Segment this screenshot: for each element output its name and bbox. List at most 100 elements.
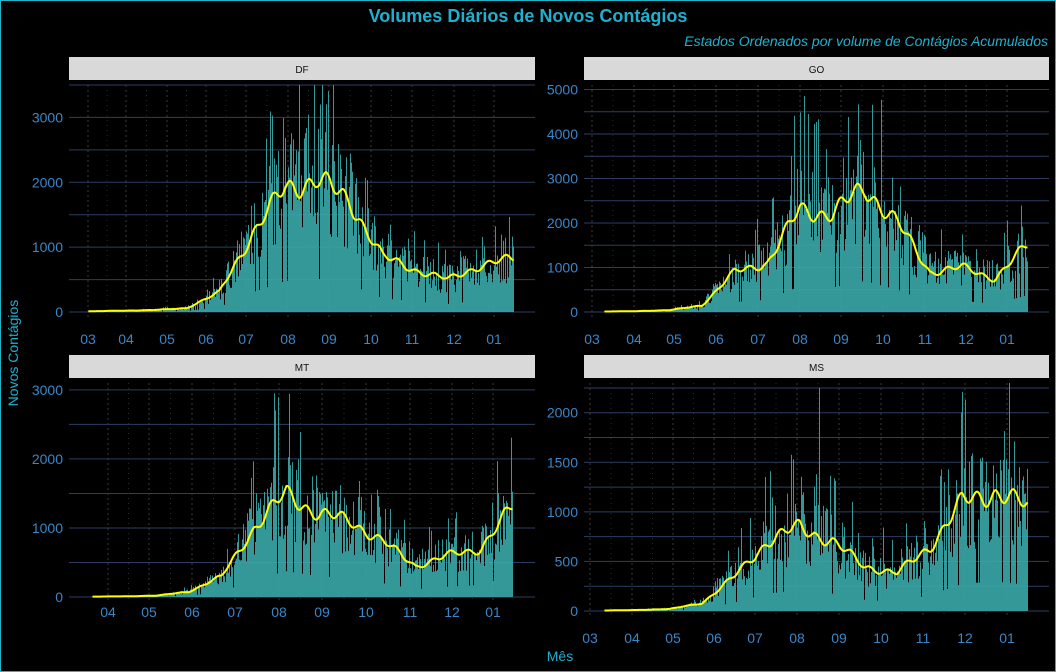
facet-df-bar <box>375 226 376 312</box>
facet-ms-bar <box>887 569 888 611</box>
facet-mt-bar <box>265 529 266 597</box>
facet-ms-bar <box>895 571 896 611</box>
facet-ms-bar <box>1021 545 1022 611</box>
facet-go-bar <box>959 268 960 312</box>
facet-mt-bar <box>289 393 290 597</box>
facet-mt-bar <box>452 543 453 597</box>
facet-go-bar <box>846 178 847 312</box>
facet-ms-bar <box>941 469 942 611</box>
facet-go-bar <box>741 301 742 312</box>
facet-go-bar <box>848 117 849 312</box>
facet-mt-bar <box>244 543 245 597</box>
facet-ms-bar <box>721 587 722 611</box>
facet-go-bar <box>815 220 816 312</box>
facet-df-bar <box>243 237 244 312</box>
facet-mt-bar <box>327 497 328 597</box>
facet-mt-bar <box>359 481 360 597</box>
facet-ms-bar <box>893 579 894 611</box>
facet-mt-bar <box>366 551 367 597</box>
facet-mt-bar <box>382 553 383 597</box>
facet-df-bar <box>433 259 434 312</box>
facet-ms-bar <box>908 582 909 611</box>
facet-mt-bar <box>304 532 305 597</box>
facet-ms-bar <box>778 543 779 611</box>
facet-mt-bar <box>488 536 489 597</box>
facet-ms-bar <box>717 578 718 611</box>
facet-mt-bar <box>379 506 380 597</box>
facet-ms-bar <box>816 474 817 611</box>
facet-ms-bar <box>965 399 966 611</box>
facet-df-bar <box>408 238 409 312</box>
facet-go-y-tick-label: 1000 <box>547 259 578 275</box>
facet-go-bar <box>983 259 984 312</box>
facet-go-bar <box>708 293 709 312</box>
facet-ms-bar <box>1013 544 1014 611</box>
facet-df-bar <box>455 291 456 312</box>
facet-df-bar <box>470 263 471 312</box>
facet-ms-bar <box>776 592 777 611</box>
facet-df-bar <box>435 285 436 312</box>
facet-mt-bar <box>364 511 365 597</box>
facet-df-bar <box>509 216 510 312</box>
facet-mt-bar <box>502 544 503 597</box>
facet-mt-bar <box>423 568 424 597</box>
facet-mt-bar <box>495 543 496 597</box>
facet-ms-bar <box>706 598 707 611</box>
facet-mt-bar <box>390 508 391 597</box>
facet-mt-bar <box>263 505 264 597</box>
facet-ms-bar <box>984 511 985 611</box>
facet-df-bar <box>283 117 284 312</box>
facet-ms-bar <box>852 501 853 611</box>
facet-ms-bar <box>793 459 794 611</box>
facet-go-bar <box>972 301 973 312</box>
facet-ms-bar <box>678 607 679 611</box>
facet-df-bar <box>368 208 369 312</box>
facet-df-bar <box>293 139 294 312</box>
facet-ms-bar <box>725 604 726 611</box>
facet-df-bar <box>513 246 514 312</box>
facet-mt-bar <box>386 540 387 597</box>
facet-mt-bar <box>352 530 353 597</box>
facet-df-bar <box>350 153 351 312</box>
facet-mt-bar <box>242 539 243 597</box>
facet-go-bar <box>821 187 822 312</box>
facet-mt-bar <box>464 543 465 597</box>
facet-ms-bar <box>755 545 756 611</box>
facet-mt-bar <box>353 501 354 597</box>
facet-go-bar <box>737 282 738 312</box>
facet-ms-bar <box>686 605 687 611</box>
facet-go-bar <box>756 281 757 312</box>
facet-go-bar <box>879 237 880 312</box>
facet-go-bar <box>976 249 977 312</box>
facet-mt-bar <box>395 554 396 597</box>
facet-ms-bar <box>988 482 989 611</box>
facet-df-bar <box>393 277 394 312</box>
facet-mt-bar <box>461 547 462 597</box>
facet-go-bar <box>868 194 869 312</box>
facet-mt-bar <box>201 586 202 597</box>
facet-ms-x-tick-label: 08 <box>789 630 805 646</box>
facet-df-bar <box>486 275 487 312</box>
facet-mt-bar <box>206 583 207 597</box>
facet-mt-bar <box>454 537 455 597</box>
facet-go-x-tick-label: 03 <box>584 331 600 347</box>
facet-mt-bar <box>448 518 449 597</box>
facet-go-bar <box>931 265 932 312</box>
facet-ms-x-tick-label: 07 <box>747 630 763 646</box>
facet-go-bar <box>850 190 851 312</box>
facet-go-bar <box>762 264 763 312</box>
facet-go-bar <box>917 252 918 312</box>
facet-go-bar <box>693 308 694 312</box>
facet-mt-bar <box>208 580 209 597</box>
facet-ms-bar <box>773 592 774 611</box>
facet-df-bar <box>357 253 358 312</box>
facet-df-bar <box>307 191 308 312</box>
facet-go-bar <box>872 104 873 312</box>
facet-ms-bar <box>921 596 922 611</box>
facet-mt-bar <box>492 502 493 597</box>
facet-mt-bar <box>296 469 297 597</box>
facet-mt-bar <box>369 522 370 597</box>
facet-go-bar <box>978 282 979 312</box>
facet-mt-bar <box>267 488 268 597</box>
facet-mt-bar <box>301 508 302 597</box>
